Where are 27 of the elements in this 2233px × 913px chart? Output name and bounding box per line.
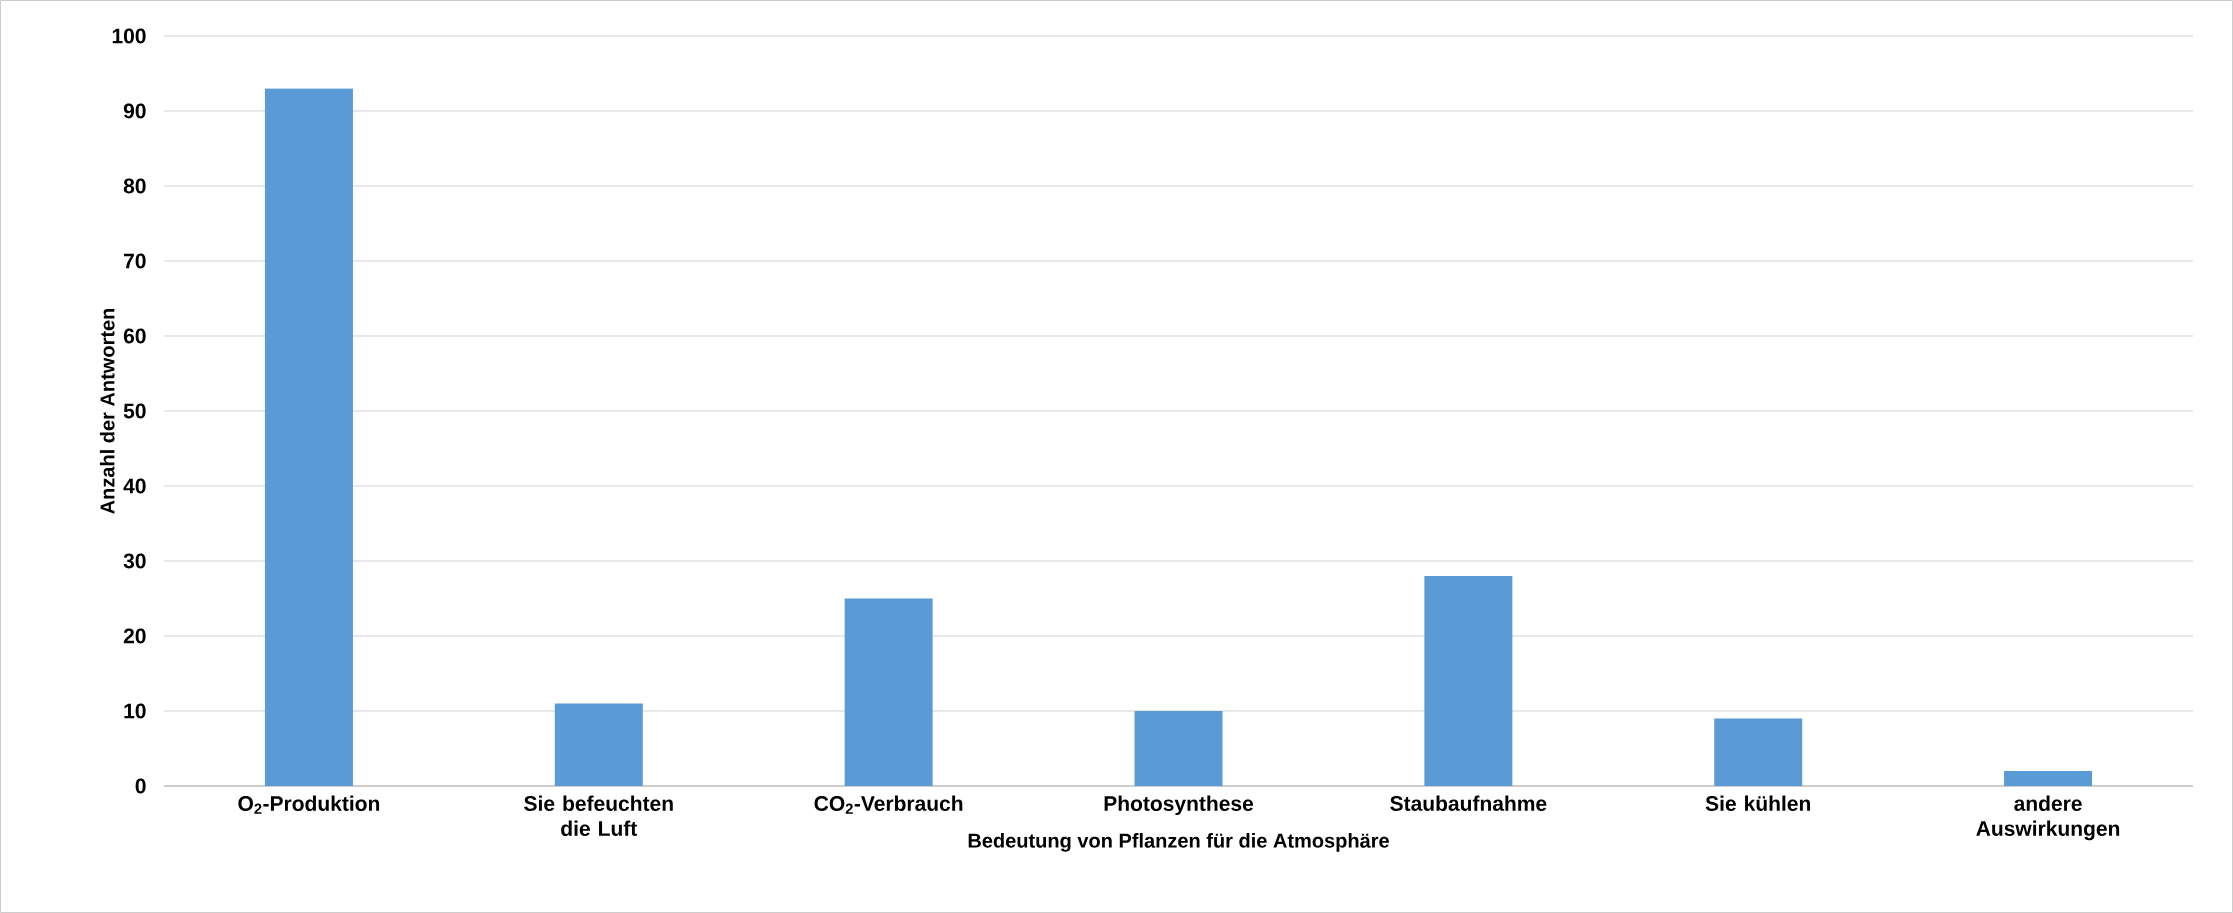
bar bbox=[1424, 575, 1513, 786]
bar bbox=[264, 88, 353, 786]
bar bbox=[1714, 718, 1803, 786]
y-tick-label: 80 bbox=[123, 178, 146, 194]
x-tick-label: Sie kühlen bbox=[1705, 795, 1811, 811]
y-tick-label: 30 bbox=[123, 553, 146, 569]
y-tick-label: 10 bbox=[124, 703, 146, 719]
x-tick-label: Photosynthese bbox=[1104, 795, 1254, 816]
y-axis-title: Anzahl der Antworten bbox=[99, 308, 115, 514]
y-tick-label: 50 bbox=[123, 403, 146, 419]
y-tick-label: 90 bbox=[123, 103, 146, 119]
bar bbox=[2004, 770, 2093, 786]
bar bbox=[844, 598, 933, 786]
y-tick-label: 70 bbox=[124, 253, 146, 269]
bar bbox=[554, 703, 643, 786]
y-tick-label: 20 bbox=[123, 628, 146, 644]
bar bbox=[1134, 710, 1223, 786]
x-tick-label: CO$_{2}$-Verbrauch bbox=[814, 795, 963, 814]
y-tick-label: 40 bbox=[123, 478, 146, 494]
y-tick-label: 0 bbox=[135, 778, 146, 794]
x-tick-label: andere Auswirkungen bbox=[1976, 795, 2120, 841]
y-tick-label: 100 bbox=[112, 28, 146, 44]
x-tick-label: O$_{2}$-Produktion bbox=[238, 795, 380, 814]
x-axis-title: Bedeutung von Pflanzen für die Atmosphäre bbox=[968, 833, 1389, 852]
x-tick-label: Sie befeuchten die Luft bbox=[524, 795, 673, 836]
x-tick-label: Staubaufnahme bbox=[1390, 795, 1547, 811]
y-tick-label: 60 bbox=[123, 328, 146, 344]
